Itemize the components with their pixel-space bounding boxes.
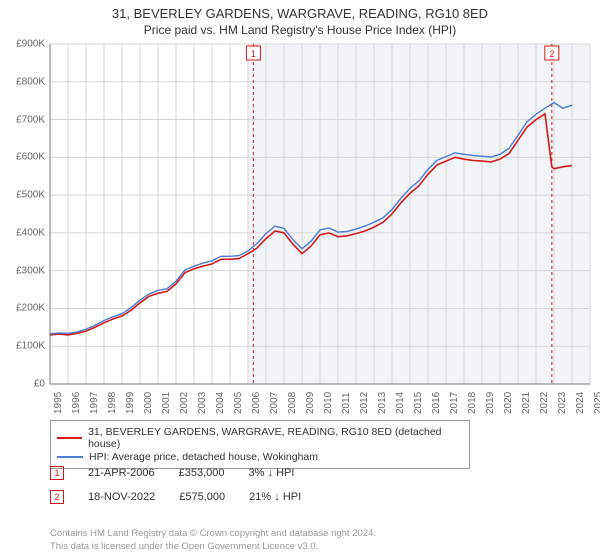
xtick-label: 2009 bbox=[305, 392, 316, 414]
xtick-label: 2025 bbox=[593, 392, 600, 414]
xtick-label: 2018 bbox=[467, 392, 478, 414]
xtick-label: 2002 bbox=[179, 392, 190, 414]
ytick-label: £200K bbox=[0, 303, 45, 314]
xtick-label: 2017 bbox=[449, 392, 460, 414]
sale-row-1: 1 21-APR-2006 £353,000 3% ↓ HPI bbox=[50, 466, 294, 480]
xtick-label: 2007 bbox=[269, 392, 280, 414]
xtick-label: 2020 bbox=[503, 392, 514, 414]
legend-swatch-property bbox=[57, 437, 82, 439]
ytick-label: £800K bbox=[0, 76, 45, 87]
xtick-label: 2005 bbox=[233, 392, 244, 414]
ytick-label: £0 bbox=[0, 379, 45, 390]
price-chart: 12 £0£100K£200K£300K£400K£500K£600K£700K… bbox=[50, 44, 590, 384]
sale-marker-num: 1 bbox=[251, 49, 256, 59]
ytick-label: £300K bbox=[0, 265, 45, 276]
xtick-label: 2013 bbox=[377, 392, 388, 414]
ytick-label: £600K bbox=[0, 152, 45, 163]
sale-date-1: 21-APR-2006 bbox=[88, 467, 155, 479]
sale-price-2: £575,000 bbox=[179, 491, 225, 503]
chart-future-band bbox=[248, 44, 590, 384]
attribution: Contains HM Land Registry data © Crown c… bbox=[50, 528, 376, 554]
page-title: 31, BEVERLEY GARDENS, WARGRAVE, READING,… bbox=[0, 6, 600, 21]
xtick-label: 2014 bbox=[395, 392, 406, 414]
legend-swatch-hpi bbox=[57, 456, 83, 458]
down-arrow-icon: ↓ bbox=[274, 491, 280, 503]
ytick-label: £100K bbox=[0, 341, 45, 352]
xtick-label: 2008 bbox=[287, 392, 298, 414]
legend: 31, BEVERLEY GARDENS, WARGRAVE, READING,… bbox=[50, 420, 470, 469]
xtick-label: 2016 bbox=[431, 392, 442, 414]
down-arrow-icon: ↓ bbox=[268, 467, 274, 479]
xtick-label: 2015 bbox=[413, 392, 424, 414]
xtick-label: 2006 bbox=[251, 392, 262, 414]
xtick-label: 2021 bbox=[521, 392, 532, 414]
sale-row-2: 2 18-NOV-2022 £575,000 21% ↓ HPI bbox=[50, 490, 301, 504]
xtick-label: 1995 bbox=[53, 392, 64, 414]
xtick-label: 2000 bbox=[143, 392, 154, 414]
ytick-label: £400K bbox=[0, 227, 45, 238]
legend-item-property: 31, BEVERLEY GARDENS, WARGRAVE, READING,… bbox=[57, 426, 463, 450]
ytick-label: £900K bbox=[0, 39, 45, 50]
xtick-label: 2010 bbox=[323, 392, 334, 414]
sale-delta-1: 3% ↓ HPI bbox=[249, 467, 295, 479]
xtick-label: 2019 bbox=[485, 392, 496, 414]
legend-label-hpi: HPI: Average price, detached house, Woki… bbox=[89, 451, 318, 463]
xtick-label: 1998 bbox=[107, 392, 118, 414]
xtick-label: 1999 bbox=[125, 392, 136, 414]
ytick-label: £700K bbox=[0, 114, 45, 125]
sale-marker-2: 2 bbox=[50, 490, 64, 504]
sale-marker-num: 2 bbox=[549, 49, 554, 59]
sale-marker-1: 1 bbox=[50, 466, 64, 480]
xtick-label: 2023 bbox=[557, 392, 568, 414]
page-subtitle: Price paid vs. HM Land Registry's House … bbox=[0, 23, 600, 37]
xtick-label: 2022 bbox=[539, 392, 550, 414]
sale-price-1: £353,000 bbox=[179, 467, 225, 479]
ytick-label: £500K bbox=[0, 190, 45, 201]
sale-date-2: 18-NOV-2022 bbox=[88, 491, 155, 503]
xtick-label: 2001 bbox=[161, 392, 172, 414]
xtick-label: 1996 bbox=[71, 392, 82, 414]
xtick-label: 2011 bbox=[341, 392, 352, 414]
sale-delta-2: 21% ↓ HPI bbox=[249, 491, 301, 503]
xtick-label: 2004 bbox=[215, 392, 226, 414]
xtick-label: 2003 bbox=[197, 392, 208, 414]
xtick-label: 2024 bbox=[575, 392, 586, 414]
xtick-label: 1997 bbox=[89, 392, 100, 414]
xtick-label: 2012 bbox=[359, 392, 370, 414]
legend-item-hpi: HPI: Average price, detached house, Woki… bbox=[57, 451, 463, 463]
legend-label-property: 31, BEVERLEY GARDENS, WARGRAVE, READING,… bbox=[88, 426, 463, 450]
